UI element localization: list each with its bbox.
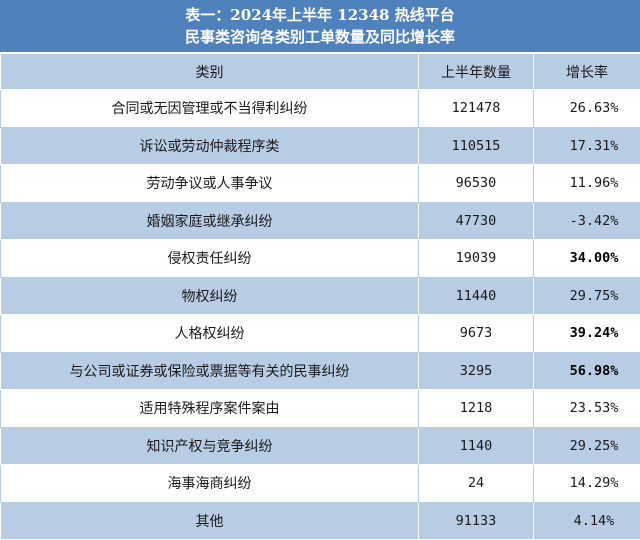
cell-growth: 34.00%: [534, 240, 640, 278]
cell-count: 110515: [419, 127, 534, 165]
cell-growth: 23.53%: [534, 390, 640, 428]
cell-category: 与公司或证券或保险或票据等有关的民事纠纷: [1, 352, 419, 390]
cell-count: 1140: [419, 427, 534, 465]
cell-growth: 14.29%: [534, 465, 640, 503]
cell-count: 24: [419, 465, 534, 503]
header-row: 类别 上半年数量 增长率: [1, 54, 640, 90]
table-title: 表一：2024年上半年 12348 热线平台 民事类咨询各类别工单数量及同比增长…: [0, 0, 640, 53]
cell-growth: 17.31%: [534, 127, 640, 165]
cell-category: 人格权纠纷: [1, 315, 419, 353]
cell-category: 侵权责任纠纷: [1, 240, 419, 278]
cell-count: 3295: [419, 352, 534, 390]
cell-growth: 11.96%: [534, 165, 640, 203]
cell-count: 1218: [419, 390, 534, 428]
cell-count: 121478: [419, 90, 534, 128]
cell-count: 19039: [419, 240, 534, 278]
cell-category: 婚姻家庭或继承纠纷: [1, 202, 419, 240]
cell-count: 9673: [419, 315, 534, 353]
cell-count: 96530: [419, 165, 534, 203]
cell-category: 合同或无因管理或不当得利纠纷: [1, 90, 419, 128]
cell-category: 知识产权与竞争纠纷: [1, 427, 419, 465]
header-growth: 增长率: [534, 54, 640, 90]
cell-growth: 29.75%: [534, 277, 640, 315]
cell-growth: 4.14%: [534, 502, 640, 540]
cell-growth: 39.24%: [534, 315, 640, 353]
table-title-line-2: 民事类咨询各类别工单数量及同比增长率: [185, 26, 455, 48]
cell-category: 适用特殊程序案件案由: [1, 390, 419, 428]
cell-count: 47730: [419, 202, 534, 240]
cell-count: 91133: [419, 502, 534, 540]
header-count: 上半年数量: [419, 54, 534, 90]
cell-growth: 56.98%: [534, 352, 640, 390]
cell-category: 诉讼或劳动仲裁程序类: [1, 127, 419, 165]
cell-growth: 26.63%: [534, 90, 640, 128]
cell-growth: 29.25%: [534, 427, 640, 465]
cell-category: 劳动争议或人事争议: [1, 165, 419, 203]
header-category: 类别: [1, 54, 419, 90]
cell-growth: -3.42%: [534, 202, 640, 240]
cell-category: 物权纠纷: [1, 277, 419, 315]
cell-category: 其他: [1, 502, 419, 540]
cell-category: 海事海商纠纷: [1, 465, 419, 503]
cell-count: 11440: [419, 277, 534, 315]
table-title-line-1: 表一：2024年上半年 12348 热线平台: [185, 4, 454, 26]
